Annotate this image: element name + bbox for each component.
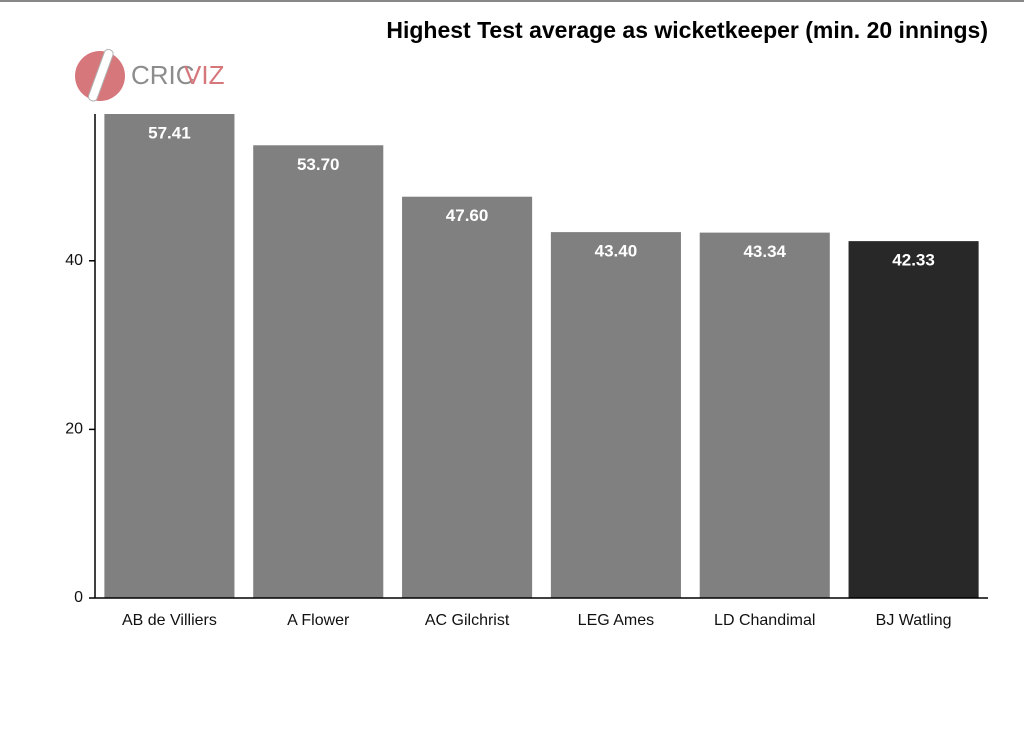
bar: [550, 232, 681, 598]
x-tick-label: AB de Villiers: [122, 612, 217, 629]
y-tick-label: 0: [74, 589, 83, 606]
logo-bat: [87, 48, 114, 102]
value-label: 43.34: [743, 242, 786, 261]
y-tick-label: 40: [65, 252, 83, 269]
x-tick-label: LEG Ames: [578, 612, 654, 629]
x-tick-label: LD Chandimal: [714, 612, 815, 629]
value-label: 42.33: [892, 251, 935, 270]
value-label: 53.70: [297, 155, 340, 174]
value-label: 47.60: [446, 206, 489, 225]
value-label: 43.40: [595, 242, 638, 261]
bar: [104, 114, 235, 598]
x-tick-label: BJ Watling: [876, 612, 952, 629]
bar: [253, 145, 384, 599]
logo-text: CRIC: [131, 60, 195, 90]
logo-text: VIZ: [184, 60, 225, 90]
chart-title: Highest Test average as wicketkeeper (mi…: [386, 17, 988, 43]
bar: [699, 232, 830, 599]
bar: [402, 196, 533, 599]
x-tick-label: AC Gilchrist: [425, 612, 510, 629]
y-tick-label: 20: [65, 421, 83, 438]
logo: CRIC VIZ: [75, 48, 225, 102]
x-tick-label: A Flower: [287, 612, 350, 629]
bar: [848, 241, 979, 599]
value-label: 57.41: [148, 123, 191, 142]
